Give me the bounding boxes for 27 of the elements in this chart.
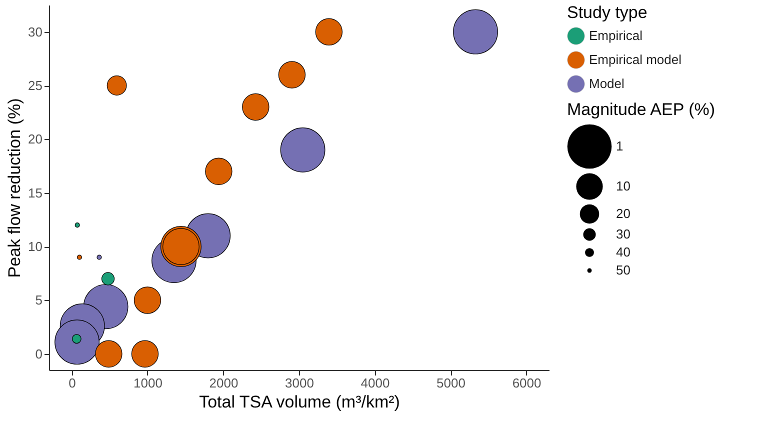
x-tick-label: 6000 (512, 376, 542, 390)
legend-label: 30 (616, 226, 630, 242)
legend-label: 1 (616, 138, 624, 154)
legend-label: Empirical model (589, 52, 682, 67)
y-tick-label: 15 (28, 185, 42, 200)
legend-label: 20 (616, 206, 630, 221)
y-tick-label: 30 (28, 24, 42, 40)
x-tick-label: 3000 (285, 376, 314, 390)
y-tick-label: 0 (35, 346, 42, 362)
legend-label: Model (589, 76, 625, 91)
legend-title: Study type (567, 3, 648, 22)
y-tick-label: 10 (28, 239, 42, 254)
legend-label: 10 (616, 178, 630, 194)
text: Magnitude AEP (%) (567, 100, 716, 119)
y-tick-label: 20 (28, 132, 42, 147)
x-tick-label: 2000 (209, 376, 238, 390)
legend-label: Empirical (589, 28, 643, 43)
y-axis-title: Peak flow reduction (%) (5, 98, 24, 278)
y-tick-label: 5 (35, 292, 42, 308)
legend-label: 40 (616, 244, 630, 260)
x-axis-title: Total TSA volume (m³/km²) (199, 392, 400, 412)
x-tick-label: 4000 (360, 376, 390, 390)
x-tick-label: 1000 (134, 376, 162, 390)
legend-label: 50 (616, 262, 630, 278)
x-tick-label: 0 (68, 376, 76, 390)
y-tick-label: 25 (28, 78, 42, 94)
x-tick-label: 5000 (436, 376, 466, 390)
